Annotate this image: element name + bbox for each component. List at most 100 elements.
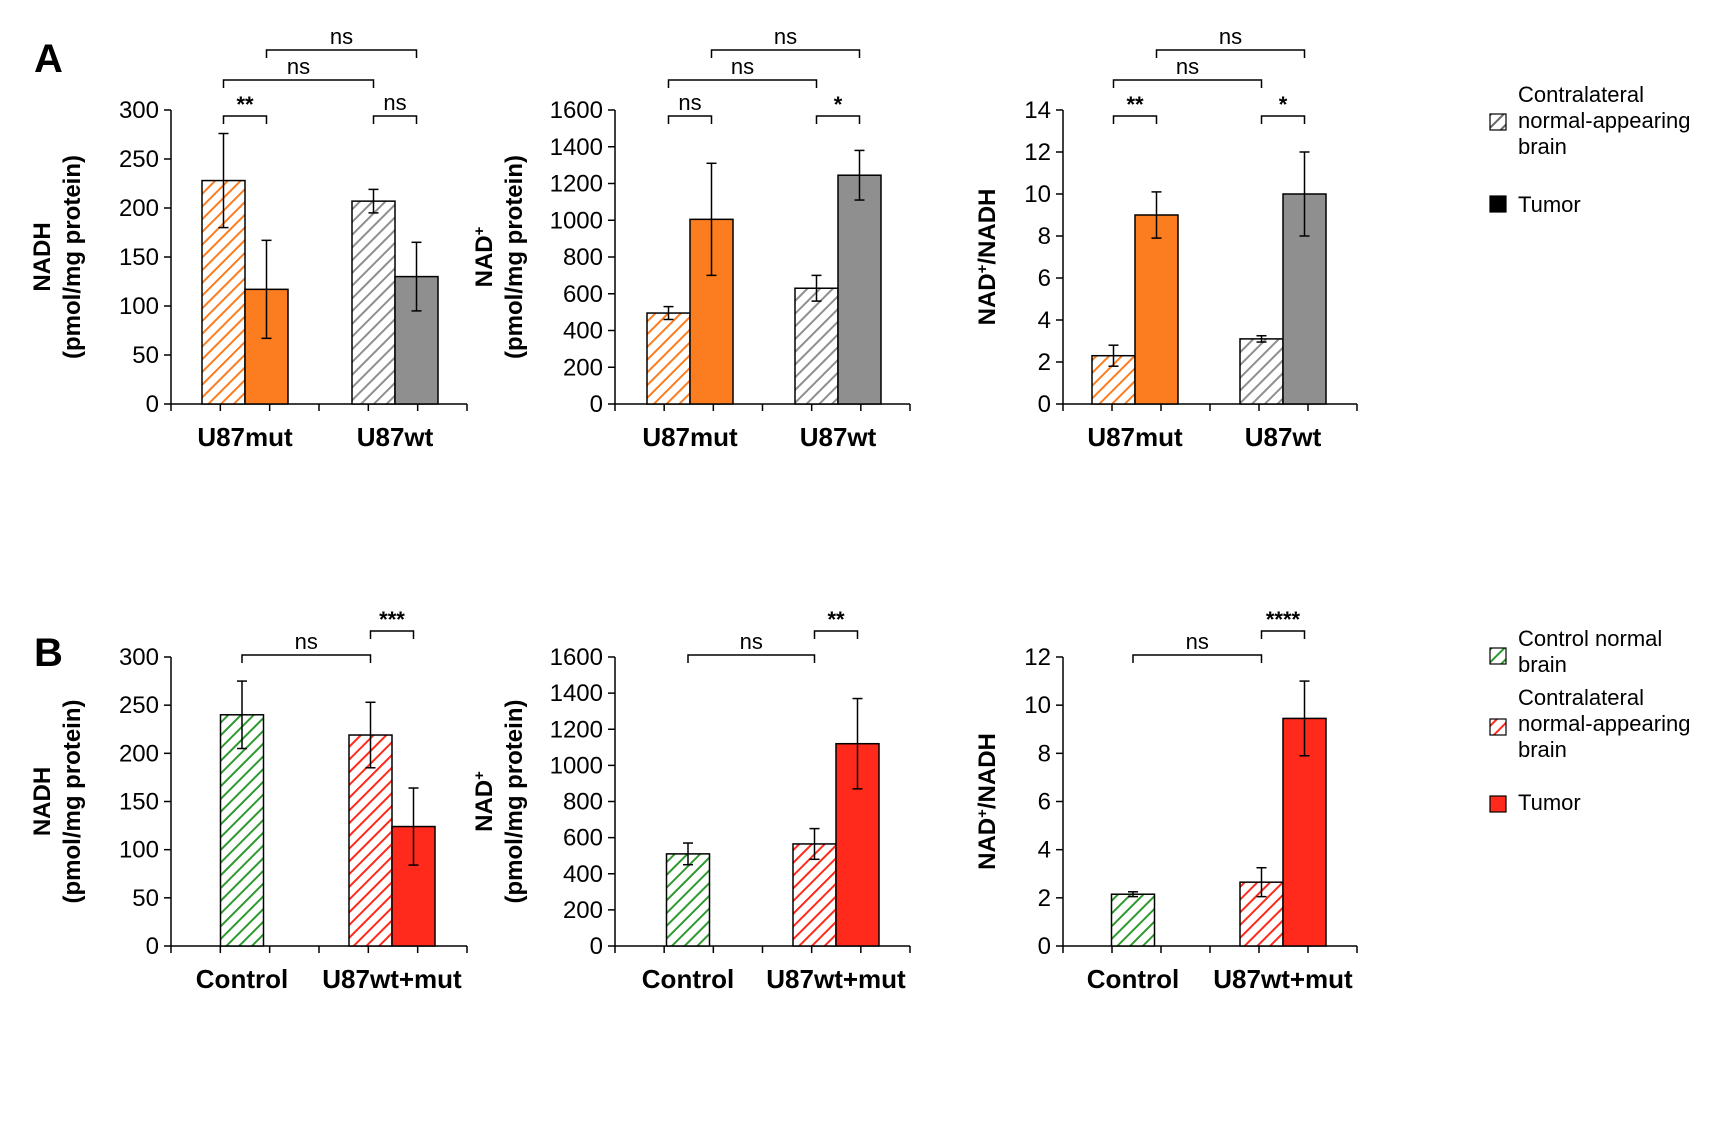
chart-2: 0 200 400 600 800 1000 1200 1400 1600 U87mut U87wt… (471, 24, 911, 452)
y-tick-label: 200 (563, 897, 603, 924)
significance-bracket (1112, 115, 1158, 124)
significance-label: ns (740, 629, 763, 654)
y-tick-label: 0 (146, 933, 159, 960)
y-axis-label: (pmol/mg protein) (59, 700, 86, 904)
y-tick-label: 150 (119, 244, 159, 271)
chart-6: 0 2 4 6 8 10 12 Control U87wt+mut NAD+/NADH **** ns (974, 607, 1358, 994)
y-tick-label: 10 (1024, 181, 1051, 208)
significance-label: ns (1186, 629, 1209, 654)
y-tick-label: 0 (590, 391, 603, 418)
legend-text: normal-appearing (1518, 711, 1690, 736)
y-tick-label: 6 (1038, 265, 1051, 292)
y-tick-label: 1200 (550, 171, 603, 198)
y-tick-label: 1600 (550, 644, 603, 671)
legend-text: normal-appearing (1518, 108, 1690, 133)
y-tick-label: 100 (119, 837, 159, 864)
y-tick-label: 150 (119, 789, 159, 816)
legend-text: Control normal (1518, 626, 1662, 651)
y-axis-label: NADH (29, 222, 56, 291)
significance-label: * (1279, 92, 1288, 117)
y-tick-label: 2 (1038, 885, 1051, 912)
significance-label: **** (1266, 607, 1301, 632)
bar (1134, 214, 1179, 405)
bar (219, 714, 265, 947)
significance-label: ns (731, 54, 754, 79)
significance-label: ns (287, 54, 310, 79)
y-tick-label: 300 (119, 644, 159, 671)
y-tick-label: 600 (563, 281, 603, 308)
significance-bracket (265, 49, 418, 58)
significance-bracket (222, 79, 375, 88)
legend-swatch (1489, 195, 1507, 213)
legend-swatch (1489, 647, 1507, 665)
y-tick-label: 0 (590, 933, 603, 960)
significance-bracket (1132, 654, 1263, 663)
category-label: U87mut (642, 422, 738, 452)
y-tick-label: 200 (563, 354, 603, 381)
y-tick-label: 2 (1038, 349, 1051, 376)
significance-bracket (710, 49, 861, 58)
y-tick-label: 250 (119, 692, 159, 719)
category-label: U87mut (197, 422, 293, 452)
legend-swatch (1489, 113, 1507, 131)
category-label: Control (642, 964, 734, 994)
category-label: U87wt+mut (766, 964, 906, 994)
y-axis-label: NAD+ (471, 771, 499, 832)
y-tick-label: 200 (119, 195, 159, 222)
y-tick-label: 4 (1038, 837, 1051, 864)
y-tick-label: 1400 (550, 680, 603, 707)
category-label: U87wt+mut (322, 964, 462, 994)
y-axis-label: (pmol/mg protein) (501, 700, 528, 904)
legend-text: brain (1518, 652, 1567, 677)
bar (201, 179, 246, 405)
significance-label: ns (678, 90, 701, 115)
significance-label: ns (1176, 54, 1199, 79)
significance-label: ** (827, 607, 845, 632)
category-label: U87wt (1245, 422, 1322, 452)
bar (665, 853, 711, 947)
y-tick-label: 6 (1038, 789, 1051, 816)
category-label: Control (196, 964, 288, 994)
significance-label: ns (295, 629, 318, 654)
significance-bracket (369, 630, 415, 639)
y-tick-label: 50 (132, 885, 159, 912)
y-tick-label: 200 (119, 740, 159, 767)
significance-bracket (1260, 115, 1306, 124)
significance-bracket (241, 654, 372, 663)
significance-bracket (1155, 49, 1306, 58)
y-tick-label: 250 (119, 146, 159, 173)
y-tick-label: 1000 (550, 752, 603, 779)
y-tick-label: 0 (1038, 933, 1051, 960)
significance-bracket (372, 115, 418, 124)
chart-4: 0 50 100 150 200 250 300 Control U87wt+mut NADH (p… (29, 607, 468, 994)
y-tick-label: 8 (1038, 223, 1051, 250)
legend-swatch (1489, 795, 1507, 813)
category-label: U87wt+mut (1213, 964, 1353, 994)
y-tick-label: 8 (1038, 740, 1051, 767)
y-tick-label: 4 (1038, 307, 1051, 334)
category-label: U87mut (1087, 422, 1183, 452)
significance-label: ** (236, 92, 254, 117)
y-tick-label: 600 (563, 825, 603, 852)
y-tick-label: 800 (563, 789, 603, 816)
chart-5: 0 200 400 600 800 1000 1200 1400 1600 Control U87w… (471, 607, 911, 994)
y-tick-label: 1200 (550, 716, 603, 743)
y-tick-label: 400 (563, 318, 603, 345)
significance-label: ns (774, 24, 797, 49)
y-tick-label: 12 (1024, 644, 1051, 671)
significance-label: ns (330, 24, 353, 49)
significance-label: ** (1126, 92, 1144, 117)
y-tick-label: 1000 (550, 207, 603, 234)
bar (837, 174, 882, 405)
y-tick-label: 0 (146, 391, 159, 418)
category-label: U87wt (357, 422, 434, 452)
bar (794, 287, 839, 405)
y-axis-label: (pmol/mg protein) (501, 155, 528, 359)
y-tick-label: 100 (119, 293, 159, 320)
legend-text: Contralateral (1518, 82, 1644, 107)
significance-label: * (834, 92, 843, 117)
significance-bracket (815, 115, 861, 124)
legend-text: Contralateral (1518, 685, 1644, 710)
